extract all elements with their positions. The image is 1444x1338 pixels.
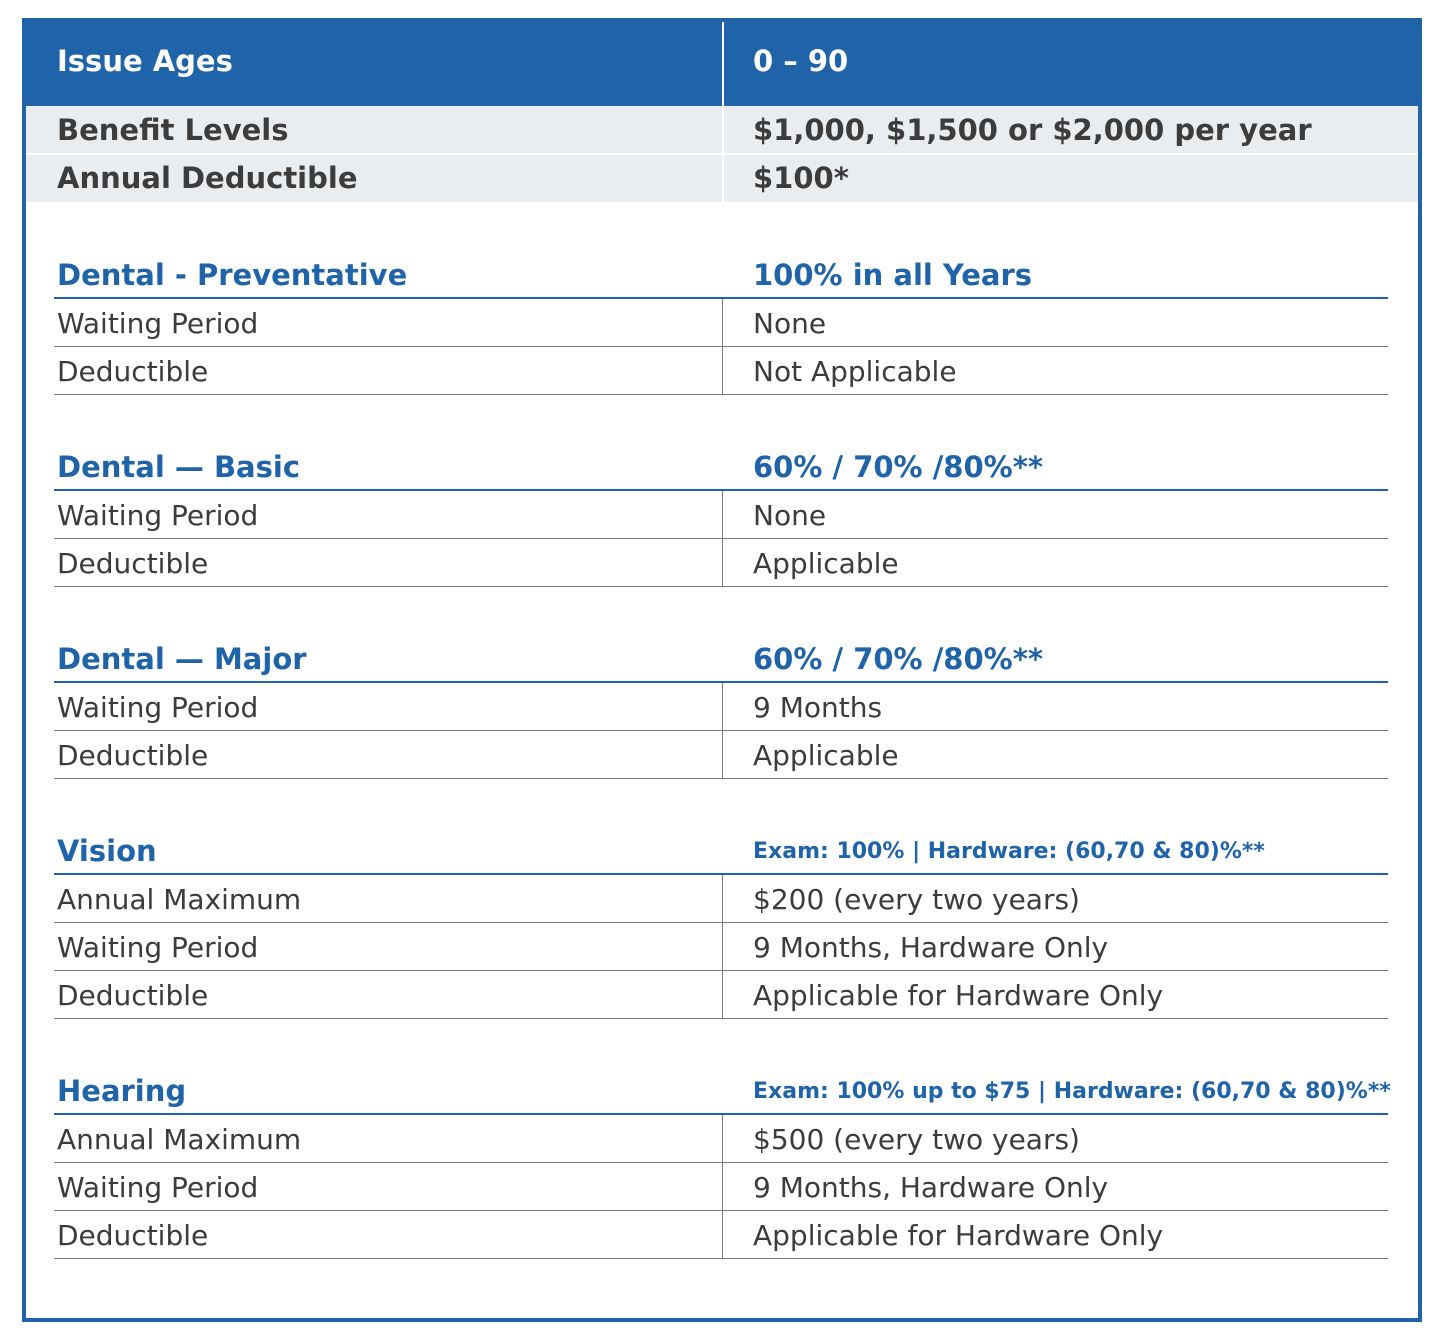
section-title: Dental — Basic (57, 450, 301, 484)
table-row: Deductible Not Applicable (26, 347, 1418, 395)
row-column-divider (722, 683, 723, 731)
section-header: Dental — Major 60% / 70% /80%** (26, 635, 1418, 683)
row-value: Not Applicable (753, 355, 957, 388)
summary-row-annual-deductible: Annual Deductible $100* (26, 154, 1418, 202)
row-rule (54, 778, 1388, 779)
row-label: Waiting Period (57, 931, 259, 964)
summary-block: Benefit Levels $1,000, $1,500 or $2,000 … (26, 106, 1418, 202)
row-column-divider (722, 1211, 723, 1259)
section-header-rule (54, 297, 1388, 299)
section-header-rule (54, 873, 1388, 875)
header-column-divider (722, 22, 724, 106)
section-coverage: Exam: 100% up to $75 | Hardware: (60,70 … (753, 1079, 1391, 1104)
section-title: Dental - Preventative (57, 258, 408, 292)
table-row: Deductible Applicable (26, 539, 1418, 587)
section-header-rule (54, 681, 1388, 683)
row-rule (54, 1162, 1388, 1163)
row-label: Deductible (57, 1219, 209, 1252)
row-value: 9 Months, Hardware Only (753, 1171, 1109, 1204)
summary-label: Benefit Levels (57, 113, 289, 147)
section-header: Hearing Exam: 100% up to $75 | Hardware:… (26, 1067, 1418, 1115)
row-value: None (753, 499, 827, 532)
row-column-divider (722, 491, 723, 539)
row-rule (54, 394, 1388, 395)
row-value: Applicable (753, 547, 899, 580)
row-rule (54, 1018, 1388, 1019)
section-coverage: 60% / 70% /80%** (753, 450, 1044, 484)
section-coverage: 60% / 70% /80%** (753, 642, 1044, 676)
row-rule (54, 1210, 1388, 1211)
row-value: 9 Months, Hardware Only (753, 931, 1109, 964)
row-value: Applicable for Hardware Only (753, 1219, 1164, 1252)
row-value: None (753, 307, 827, 340)
table-row: Deductible Applicable for Hardware Only (26, 1211, 1418, 1259)
table-row: Waiting Period 9 Months (26, 683, 1418, 731)
summary-row-divider (26, 153, 1418, 155)
row-column-divider (722, 347, 723, 395)
row-label: Waiting Period (57, 1171, 259, 1204)
row-label: Waiting Period (57, 307, 259, 340)
table-row: Waiting Period None (26, 491, 1418, 539)
benefits-table: Issue Ages 0 – 90 Benefit Levels $1,000,… (22, 18, 1422, 1322)
row-value: Applicable for Hardware Only (753, 979, 1164, 1012)
row-column-divider (722, 1115, 723, 1163)
row-rule (54, 586, 1388, 587)
table-row: Deductible Applicable for Hardware Only (26, 971, 1418, 1019)
row-column-divider (722, 731, 723, 779)
row-label: Annual Maximum (57, 1123, 302, 1156)
summary-label: Annual Deductible (57, 161, 358, 195)
row-rule (54, 346, 1388, 347)
row-rule (54, 730, 1388, 731)
section-title: Dental — Major (57, 642, 307, 676)
row-rule (54, 1258, 1388, 1259)
row-label: Deductible (57, 979, 209, 1012)
table-header: Issue Ages 0 – 90 (26, 22, 1418, 106)
row-value: Applicable (753, 739, 899, 772)
row-label: Annual Maximum (57, 883, 302, 916)
summary-row-benefit-levels: Benefit Levels $1,000, $1,500 or $2,000 … (26, 106, 1418, 154)
table-row: Waiting Period 9 Months, Hardware Only (26, 923, 1418, 971)
row-rule (54, 922, 1388, 923)
section-header-rule (54, 489, 1388, 491)
row-column-divider (722, 539, 723, 587)
section-header: Dental - Preventative 100% in all Years (26, 251, 1418, 299)
table-row: Annual Maximum $500 (every two years) (26, 1115, 1418, 1163)
table-row: Annual Maximum $200 (every two years) (26, 875, 1418, 923)
row-label: Deductible (57, 355, 209, 388)
section-header: Vision Exam: 100% | Hardware: (60,70 & 8… (26, 827, 1418, 875)
issue-ages-label: Issue Ages (57, 44, 233, 78)
row-column-divider (722, 299, 723, 347)
issue-ages-value: 0 – 90 (753, 44, 849, 78)
row-column-divider (722, 875, 723, 923)
row-label: Deductible (57, 739, 209, 772)
row-rule (54, 538, 1388, 539)
table-row: Waiting Period 9 Months, Hardware Only (26, 1163, 1418, 1211)
section-title: Vision (57, 834, 157, 868)
row-label: Waiting Period (57, 499, 259, 532)
row-column-divider (722, 923, 723, 971)
summary-value: $1,000, $1,500 or $2,000 per year (753, 113, 1312, 147)
section-coverage: Exam: 100% | Hardware: (60,70 & 80)%** (753, 839, 1265, 864)
table-row: Waiting Period None (26, 299, 1418, 347)
section-coverage: 100% in all Years (753, 258, 1033, 292)
section-title: Hearing (57, 1074, 187, 1108)
row-column-divider (722, 1163, 723, 1211)
row-rule (54, 970, 1388, 971)
section-header-rule (54, 1113, 1388, 1115)
table-row: Deductible Applicable (26, 731, 1418, 779)
row-value: $500 (every two years) (753, 1123, 1080, 1156)
section-header: Dental — Basic 60% / 70% /80%** (26, 443, 1418, 491)
row-value: $200 (every two years) (753, 883, 1080, 916)
row-label: Deductible (57, 547, 209, 580)
row-value: 9 Months (753, 691, 883, 724)
row-column-divider (722, 971, 723, 1019)
row-label: Waiting Period (57, 691, 259, 724)
summary-value: $100* (753, 161, 849, 195)
